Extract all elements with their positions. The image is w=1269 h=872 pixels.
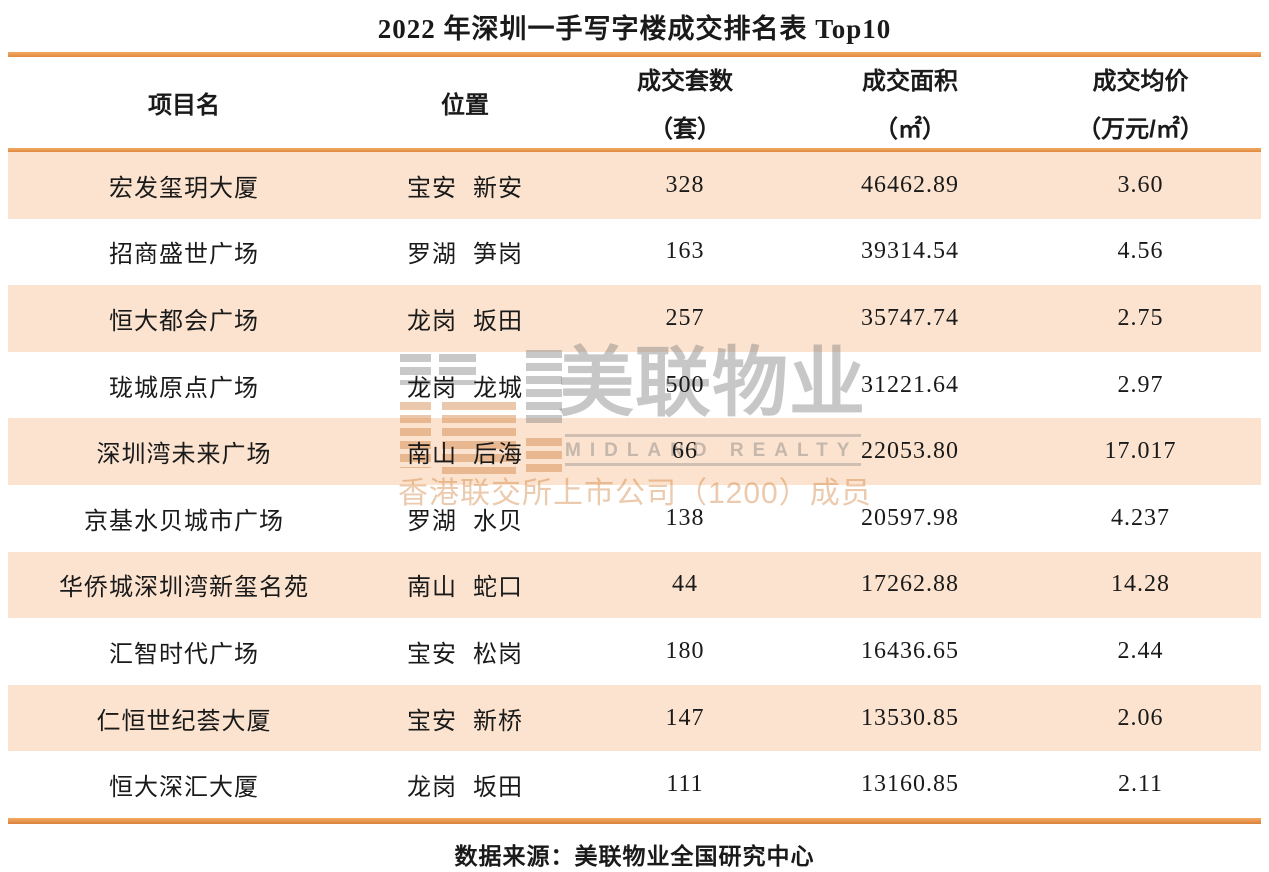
table-row: 汇智时代广场 宝安 松岗 180 16436.65 2.44	[8, 618, 1261, 685]
table-row: 招商盛世广场 罗湖 笋岗 163 39314.54 4.56	[8, 219, 1261, 286]
cell-units-sold: 147	[665, 704, 705, 731]
cell-project-name: 恒大都会广场	[109, 308, 259, 335]
cell-area-sold: 35747.74	[861, 304, 959, 331]
cell-units-sold: 111	[666, 771, 704, 798]
col-header-area-label: 成交面积	[862, 68, 958, 95]
col-header-units-unit: （套）	[649, 116, 721, 143]
cell-units-sold: 257	[665, 304, 705, 331]
cell-avg-price: 2.75	[1117, 304, 1164, 331]
table-row: 深圳湾未来广场 南山 后海 66 22053.80 17.017	[8, 418, 1261, 485]
page-title: 2022 年深圳一手写字楼成交排名表 Top10	[377, 13, 892, 44]
table-header-row: 项目名 位置 成交套数 （套） 成交面积 （㎡） 成交均价 （万元/㎡）	[8, 57, 1261, 148]
cell-location: 龙岗 坂田	[407, 775, 523, 802]
cell-avg-price: 2.97	[1117, 371, 1164, 398]
cell-project-name: 招商盛世广场	[109, 242, 259, 269]
cell-location: 龙岗 坂田	[407, 308, 523, 335]
cell-project-name: 宏发玺玥大厦	[109, 175, 259, 202]
divider-bottom	[8, 817, 1261, 824]
cell-location: 宝安 松岗	[407, 641, 523, 668]
cell-location: 罗湖 水贝	[407, 508, 523, 535]
cell-location: 罗湖 笋岗	[407, 242, 523, 269]
table-body: 宏发玺玥大厦 宝安 新安 328 46462.89 3.60 招商盛世广场 罗湖…	[0, 152, 1269, 818]
cell-units-sold: 66	[672, 438, 698, 465]
cell-location: 龙岗 龙城	[407, 375, 523, 402]
divider-header	[8, 148, 1261, 152]
cell-project-name: 汇智时代广场	[109, 641, 259, 668]
cell-area-sold: 17262.88	[861, 571, 959, 598]
cell-avg-price: 17.017	[1104, 438, 1177, 465]
cell-location: 宝安 新安	[407, 175, 523, 202]
data-source-note: 数据来源：美联物业全国研究中心	[454, 842, 815, 869]
cell-avg-price: 4.56	[1117, 238, 1164, 265]
col-header-project-label: 项目名	[148, 92, 220, 119]
col-header-area: 成交面积 （㎡）	[800, 57, 1020, 148]
cell-units-sold: 44	[672, 571, 698, 598]
cell-project-name: 京基水贝城市广场	[84, 508, 284, 535]
cell-project-name: 华侨城深圳湾新玺名苑	[59, 575, 309, 602]
cell-avg-price: 14.28	[1111, 571, 1170, 598]
cell-avg-price: 2.06	[1117, 704, 1164, 731]
divider-top	[8, 52, 1261, 57]
cell-area-sold: 13160.85	[861, 771, 959, 798]
col-header-area-unit: （㎡）	[874, 116, 946, 143]
cell-area-sold: 22053.80	[861, 438, 959, 465]
cell-avg-price: 2.44	[1117, 637, 1164, 664]
col-header-units-label: 成交套数	[637, 68, 733, 95]
table-row: 宏发玺玥大厦 宝安 新安 328 46462.89 3.60	[8, 152, 1261, 219]
table-row: 仁恒世纪荟大厦 宝安 新桥 147 13530.85 2.06	[8, 684, 1261, 752]
col-header-price-unit: （万元/㎡）	[1077, 116, 1204, 143]
table-row: 恒大深汇大厦 龙岗 坂田 111 13160.85 2.11	[8, 751, 1261, 818]
cell-project-name: 深圳湾未来广场	[96, 442, 272, 469]
col-header-project: 项目名	[8, 57, 360, 148]
table-row: 华侨城深圳湾新玺名苑 南山 蛇口 44 17262.88 14.28	[8, 551, 1261, 619]
cell-units-sold: 163	[665, 238, 705, 265]
cell-project-name: 珑城原点广场	[109, 375, 259, 402]
cell-units-sold: 328	[665, 171, 705, 198]
cell-project-name: 仁恒世纪荟大厦	[96, 708, 272, 735]
cell-area-sold: 13530.85	[861, 704, 959, 731]
cell-area-sold: 20597.98	[861, 504, 959, 531]
col-header-units: 成交套数 （套）	[570, 57, 800, 148]
col-header-price: 成交均价 （万元/㎡）	[1020, 57, 1261, 148]
cell-avg-price: 4.237	[1111, 504, 1170, 531]
table-row: 恒大都会广场 龙岗 坂田 257 35747.74 2.75	[8, 285, 1261, 352]
table-row: 京基水贝城市广场 罗湖 水贝 138 20597.98 4.237	[8, 485, 1261, 552]
cell-units-sold: 500	[665, 371, 705, 398]
col-header-price-label: 成交均价	[1092, 68, 1189, 95]
cell-project-name: 恒大深汇大厦	[109, 775, 259, 802]
col-header-location: 位置	[360, 57, 570, 148]
table-row: 珑城原点广场 龙岗 龙城 500 31221.64 2.97	[8, 352, 1261, 419]
cell-units-sold: 138	[665, 504, 705, 531]
cell-location: 南山 蛇口	[407, 575, 523, 602]
cell-units-sold: 180	[665, 637, 705, 664]
cell-area-sold: 31221.64	[861, 371, 959, 398]
cell-location: 宝安 新桥	[407, 708, 523, 735]
cell-area-sold: 16436.65	[861, 637, 959, 664]
cell-area-sold: 39314.54	[861, 238, 959, 265]
cell-avg-price: 2.11	[1117, 771, 1164, 798]
cell-avg-price: 3.60	[1117, 171, 1164, 198]
cell-location: 南山 后海	[407, 442, 523, 469]
cell-area-sold: 46462.89	[861, 171, 959, 198]
col-header-location-label: 位置	[441, 92, 489, 119]
